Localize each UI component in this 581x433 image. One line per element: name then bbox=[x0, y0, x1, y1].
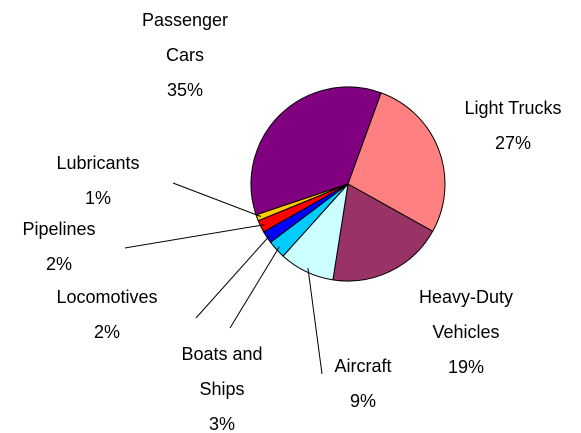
slice-label: Passenger Cars 35% bbox=[135, 3, 235, 108]
value-label: 1% bbox=[84, 188, 111, 208]
value-label: 35% bbox=[166, 80, 204, 100]
category-label: Boats and Ships bbox=[181, 344, 263, 399]
slice-label: Locomotives 2% bbox=[7, 280, 207, 350]
value-label: 2% bbox=[45, 254, 72, 274]
value-label: 2% bbox=[93, 322, 120, 342]
value-label: 3% bbox=[208, 414, 235, 433]
leader-line bbox=[124, 224, 265, 249]
value-label: 9% bbox=[349, 391, 376, 411]
value-label: 19% bbox=[447, 357, 485, 377]
slice-label: Aircraft 9% bbox=[263, 349, 463, 419]
category-label: Light Trucks bbox=[464, 98, 562, 118]
leader-line bbox=[229, 246, 280, 329]
slice-label: Light Trucks 27% bbox=[413, 91, 581, 161]
category-label: Locomotives bbox=[56, 287, 158, 307]
slice-label: Lubricants 1% bbox=[0, 146, 198, 216]
category-label: Lubricants bbox=[56, 153, 140, 173]
category-label: Pipelines bbox=[22, 219, 96, 239]
leader-line bbox=[307, 267, 323, 375]
leader-line bbox=[195, 234, 271, 319]
slice-label: Pipelines 2% bbox=[0, 212, 159, 282]
slice-label: Heavy-Duty Vehicles 19% bbox=[411, 280, 521, 385]
pie-slice bbox=[347, 92, 446, 232]
pie-slice bbox=[250, 86, 382, 216]
category-label: Passenger Cars bbox=[141, 10, 229, 65]
category-label: Aircraft bbox=[334, 356, 392, 376]
pie-slice bbox=[332, 183, 434, 282]
leader-line bbox=[172, 182, 261, 217]
category-label: Heavy-Duty Vehicles bbox=[418, 287, 514, 342]
value-label: 27% bbox=[494, 133, 532, 153]
slice-label: Boats and Ships 3% bbox=[172, 337, 272, 433]
